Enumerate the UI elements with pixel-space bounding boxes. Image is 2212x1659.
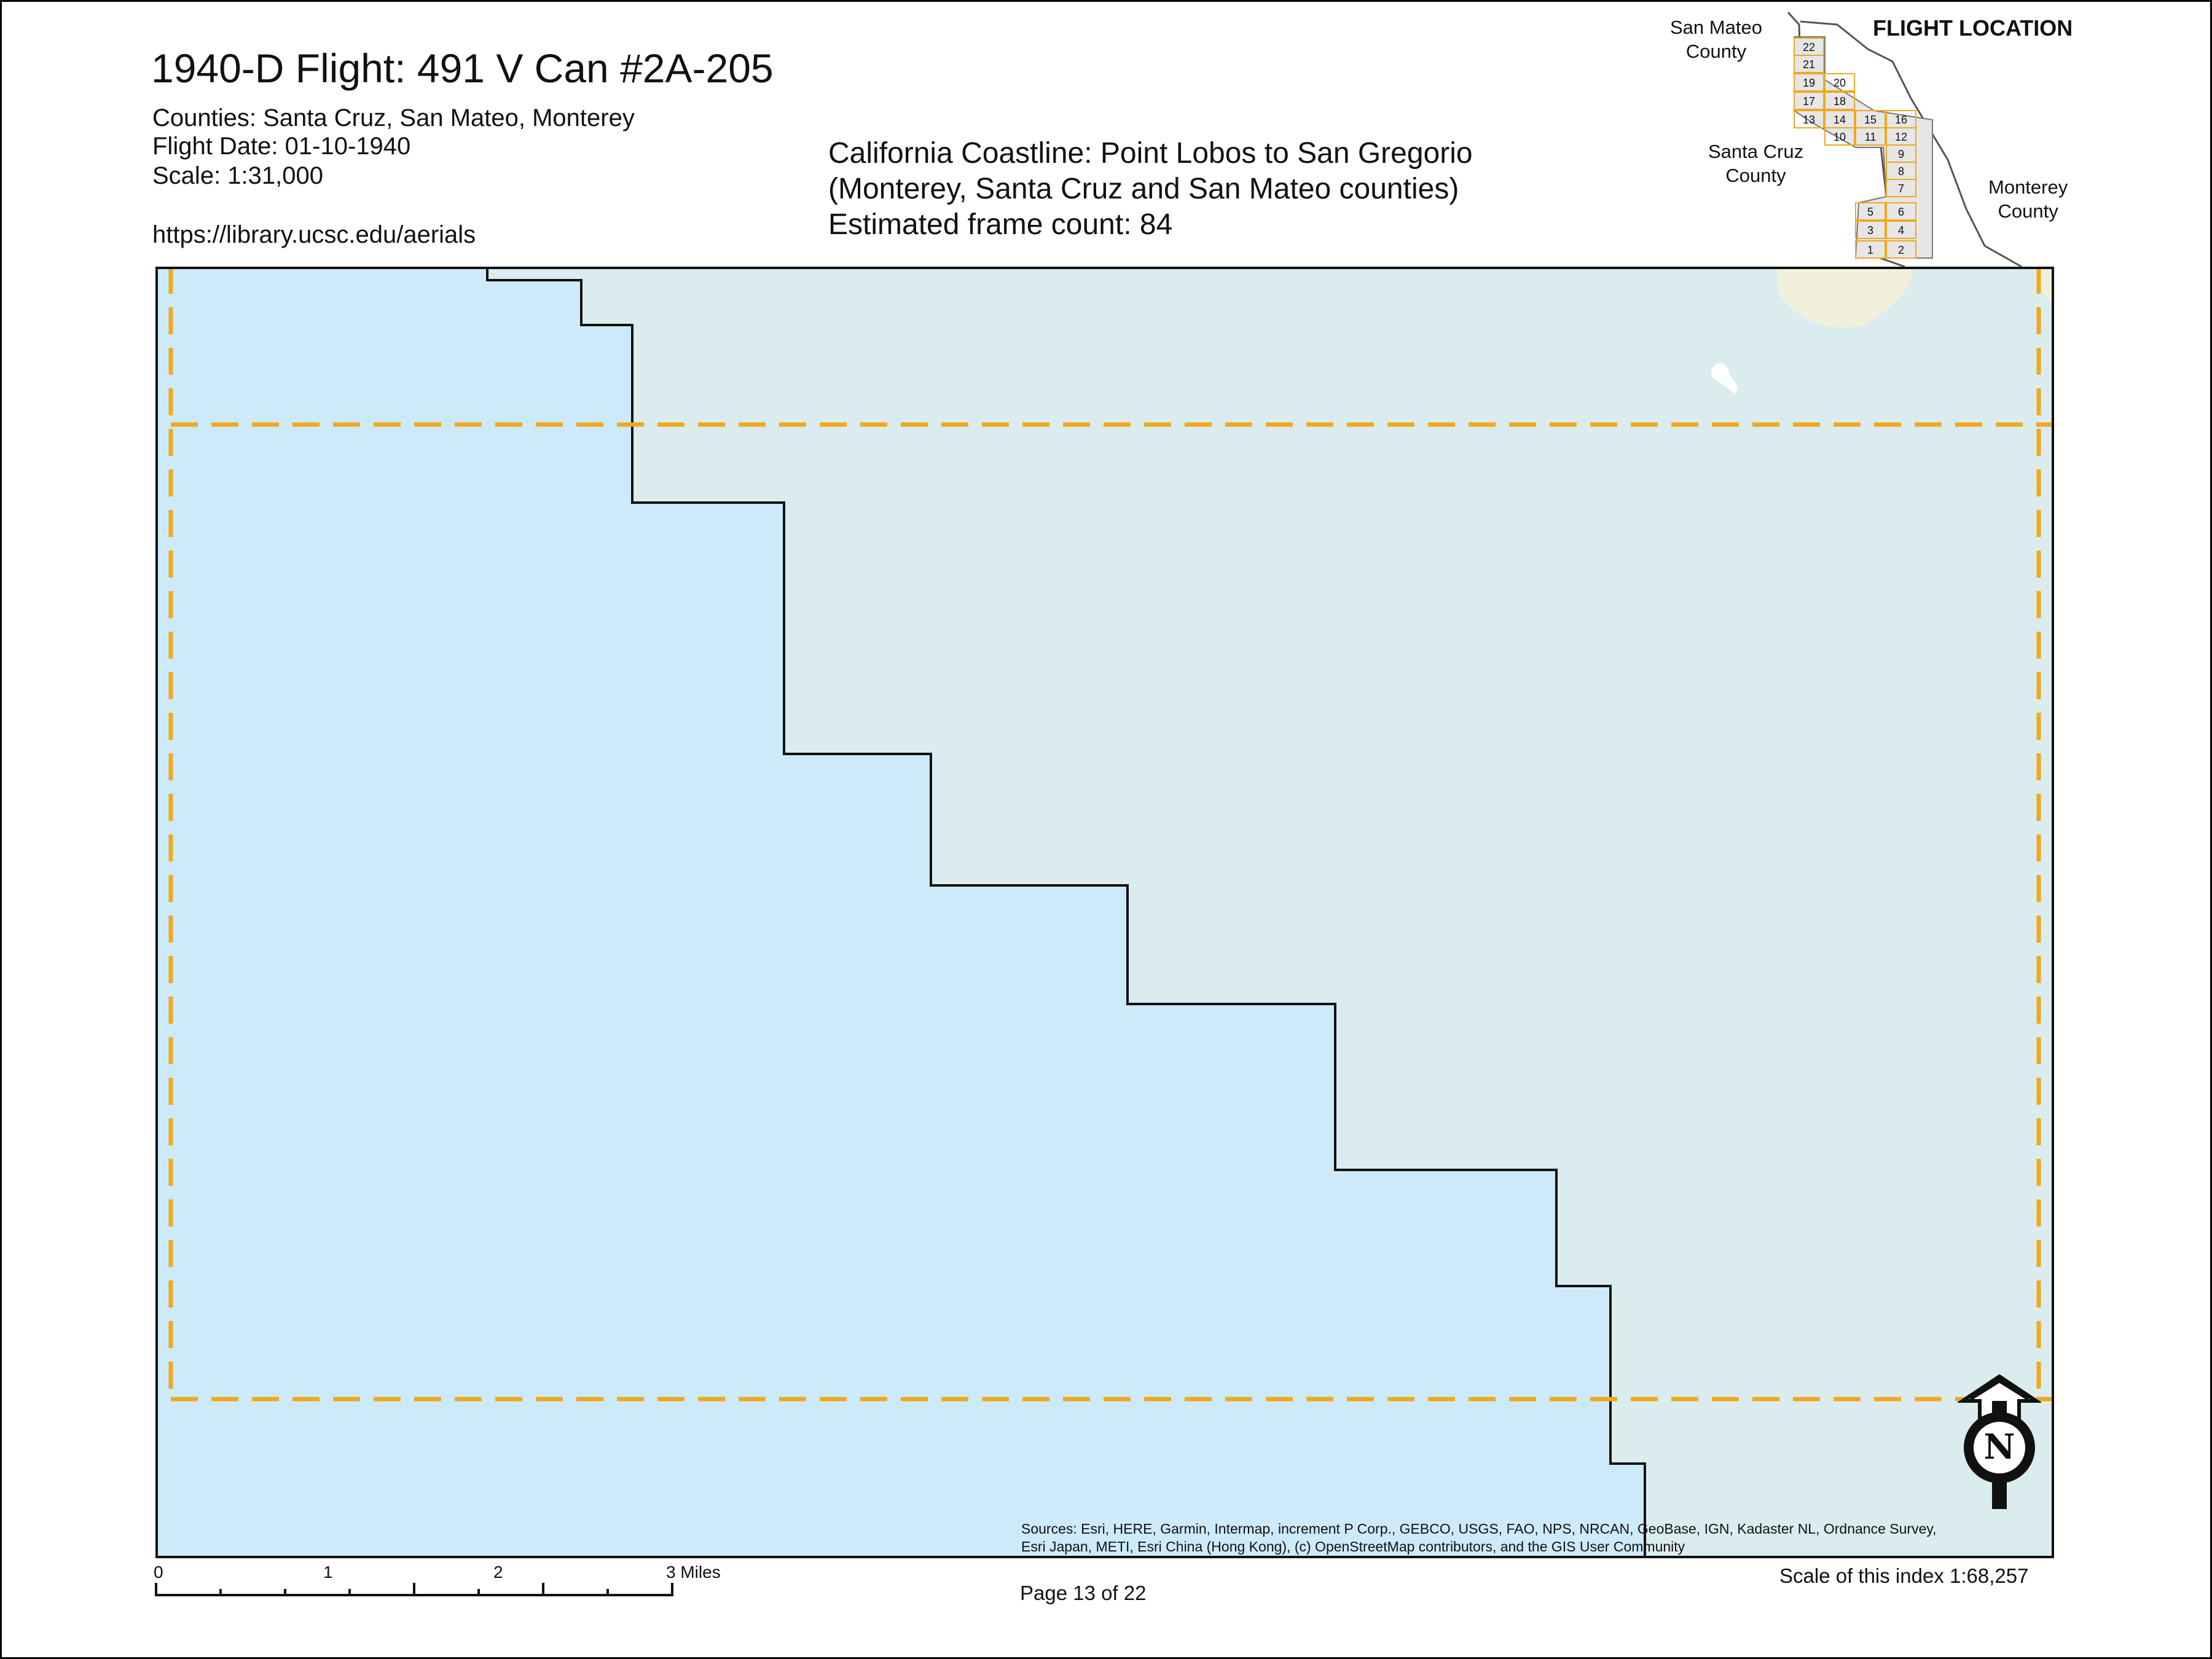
inset-frame-cell — [1794, 73, 1824, 92]
scale-label-1: 1 — [323, 1563, 333, 1582]
inset-frame-cell — [1794, 55, 1824, 73]
inset-frame-number: 5 — [1867, 206, 1873, 218]
inset-frame-number: 13 — [1803, 114, 1815, 126]
inset-frame-number: 19 — [1803, 77, 1815, 89]
inset-frame-cell — [1886, 221, 1916, 239]
inset-frame-number: 15 — [1864, 114, 1877, 126]
inset-title: FLIGHT LOCATION — [1873, 15, 2073, 41]
scale-text: Scale: 1:31,000 — [152, 162, 323, 189]
map-sources-credit: Sources: Esri, HERE, Garmin, Intermap, i… — [1021, 1520, 1937, 1556]
inset-frame-number: 16 — [1895, 114, 1907, 126]
inset-frame-number: 14 — [1834, 114, 1846, 126]
inset-frame-number: 18 — [1834, 95, 1846, 108]
inset-label-monterey-line1: Monterey — [1988, 176, 2068, 198]
north-arrow-letter: N — [1983, 1427, 2015, 1467]
scale-bar: 0 1 2 3 Miles — [154, 1563, 721, 1596]
index-scale-text: Scale of this index 1:68,257 — [1779, 1564, 2029, 1587]
inset-label-san-mateo-line2: County — [1685, 40, 1747, 62]
flight-date-text: Flight Date: 01-10-1940 — [152, 133, 411, 160]
inset-frame-number: 12 — [1895, 131, 1907, 143]
inset-label-san-mateo: San Mateo County — [1670, 16, 1762, 64]
inset-frame-number: 22 — [1803, 41, 1815, 53]
inset-label-santa-cruz: Santa Cruz County — [1708, 140, 1803, 188]
water-mask-boundary — [486, 267, 1646, 1558]
inset-label-monterey-line2: County — [1998, 200, 2058, 222]
inset-county-line-1 — [1800, 20, 2022, 267]
small-island — [1711, 363, 1738, 393]
inset-frame-cell — [1886, 240, 1916, 259]
counties-text: Counties: Santa Cruz, San Mateo, Montere… — [152, 104, 635, 131]
inset-frame-number: 20 — [1834, 77, 1846, 89]
scale-label-0: 0 — [154, 1563, 163, 1582]
inset-frame-number: 1 — [1867, 244, 1873, 256]
land-area — [487, 267, 2054, 1558]
inset-label-santa-cruz-line1: Santa Cruz — [1708, 141, 1804, 162]
page-title: 1940-D Flight: 491 V Can #2A-205 — [151, 45, 774, 91]
inset-frame-number: 4 — [1898, 224, 1904, 237]
inset-frame-number: 21 — [1803, 58, 1815, 71]
photo-frame-outlines — [168, 267, 2054, 1402]
inset-frame-number: 11 — [1865, 131, 1877, 143]
inset-frame-cell — [1855, 240, 1886, 259]
inset-frame-cell — [1855, 202, 1886, 221]
sources-line-1: Sources: Esri, HERE, Garmin, Intermap, i… — [1021, 1521, 1937, 1537]
scale-bar-ticks — [155, 1583, 673, 1596]
inset-frame-cell — [1855, 127, 1886, 146]
inset-frame-cell — [1824, 127, 1855, 146]
scale-label-3: 3 Miles — [666, 1563, 721, 1582]
inset-label-santa-cruz-line2: County — [1725, 164, 1786, 186]
inset-frame-number: 17 — [1803, 95, 1815, 108]
frame-count-text: Estimated frame count: 84 — [828, 208, 1173, 241]
inset-frame-number: 8 — [1898, 165, 1904, 178]
aerials-url-link[interactable]: https://library.ucsc.edu/aerials — [152, 221, 476, 248]
north-arrow-icon: N — [1958, 1374, 2041, 1509]
inset-frame-number: 2 — [1898, 244, 1904, 256]
inset-frame-cell — [1794, 92, 1824, 110]
subtitle-line-1: California Coastline: Point Lobos to San… — [828, 137, 1473, 170]
inset-frame-cell — [1824, 73, 1855, 92]
inset-frame-number: 9 — [1898, 148, 1904, 160]
inset-frame-cell — [1886, 179, 1916, 197]
inset-frame-cell — [1855, 221, 1886, 239]
inset-frame-cell — [1824, 92, 1855, 110]
inset-frame-cell — [1794, 110, 1824, 128]
inset-frame-cell — [1886, 202, 1916, 221]
scale-label-2: 2 — [493, 1563, 503, 1582]
inset-frame-number: 6 — [1898, 206, 1904, 218]
page-number: Page 13 of 22 — [1020, 1582, 1147, 1604]
inset-label-san-mateo-line1: San Mateo — [1670, 17, 1762, 38]
inset-frame-number: 3 — [1867, 224, 1873, 237]
subtitle-line-2: (Monterey, Santa Cruz and San Mateo coun… — [828, 173, 1459, 205]
main-map[interactable] — [155, 267, 2054, 1558]
inset-label-monterey: Monterey County — [1988, 176, 2068, 224]
map-neatline — [155, 267, 2054, 1558]
inset-frame-number: 7 — [1898, 182, 1904, 195]
sources-line-2: Esri Japan, METI, Esri China (Hong Kong)… — [1021, 1539, 1685, 1555]
inset-frame-number: 10 — [1834, 131, 1846, 143]
coastline-beige-1 — [1778, 267, 1913, 327]
